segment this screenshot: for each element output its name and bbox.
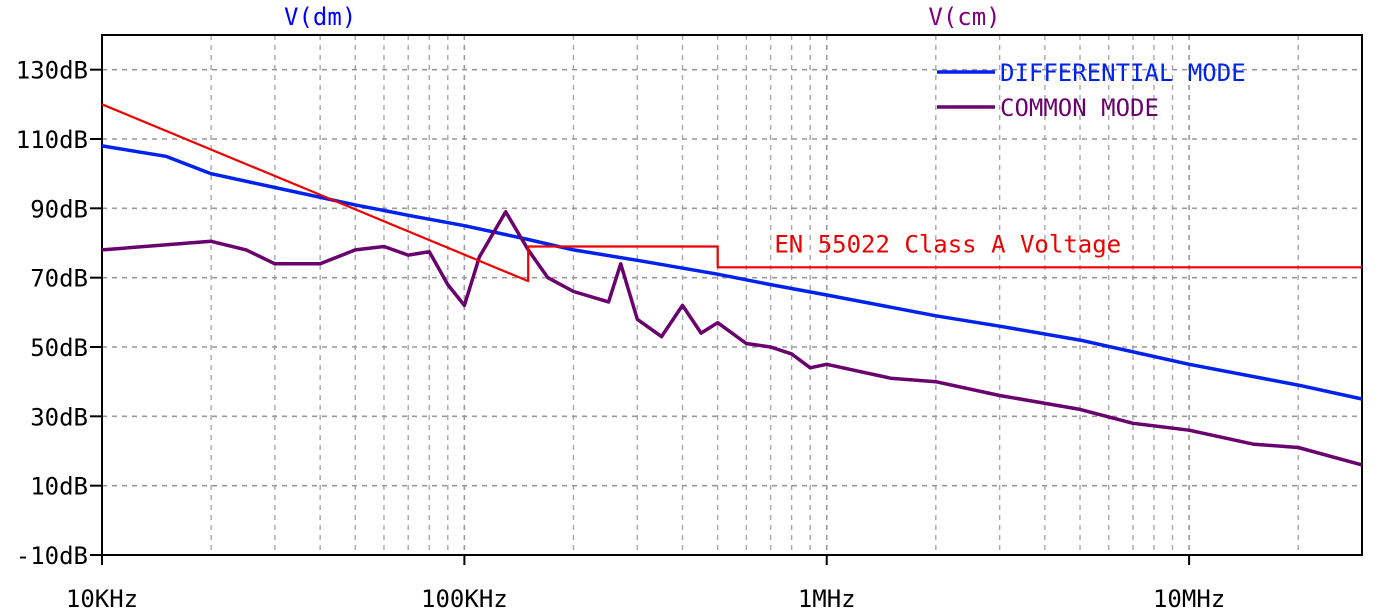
axis-ticks <box>90 68 1191 565</box>
plot-frame <box>101 34 1363 556</box>
y-tick-label: 10dB <box>30 473 88 501</box>
series-line-3 <box>101 103 1362 283</box>
x-tick-label: 10KHz <box>66 585 138 611</box>
y-tick-label: 30dB <box>30 403 88 431</box>
series-line-1 <box>101 144 1363 401</box>
x-tick-label: 1MHz <box>798 585 856 611</box>
limit-annotation: EN 55022 Class A Voltage <box>774 230 1121 258</box>
y-tick-label: -10dB <box>16 542 88 570</box>
x-tick-label: 10MHz <box>1153 585 1225 611</box>
y-tick-label: 130dB <box>16 57 88 85</box>
y-tick-label: 90dB <box>30 195 88 223</box>
legend-label: COMMON MODE <box>1000 94 1159 122</box>
y-tick-label: 110dB <box>16 126 88 154</box>
trace-title: V(cm) <box>928 3 1000 31</box>
legend-label: DIFFERENTIAL MODE <box>1000 59 1246 87</box>
y-tick-label: 50dB <box>30 334 88 362</box>
y-tick-label: 70dB <box>30 265 88 293</box>
x-tick-label: 100KHz <box>421 585 508 611</box>
minor-grid <box>210 35 1363 555</box>
series-line-2 <box>101 210 1363 467</box>
series-layer <box>101 103 1363 467</box>
trace-title: V(dm) <box>284 3 356 31</box>
text-layer: 130dB 110dB 90dB 70dB 50dB 30dB 10dB -10dB 10KHz… <box>16 3 1246 611</box>
